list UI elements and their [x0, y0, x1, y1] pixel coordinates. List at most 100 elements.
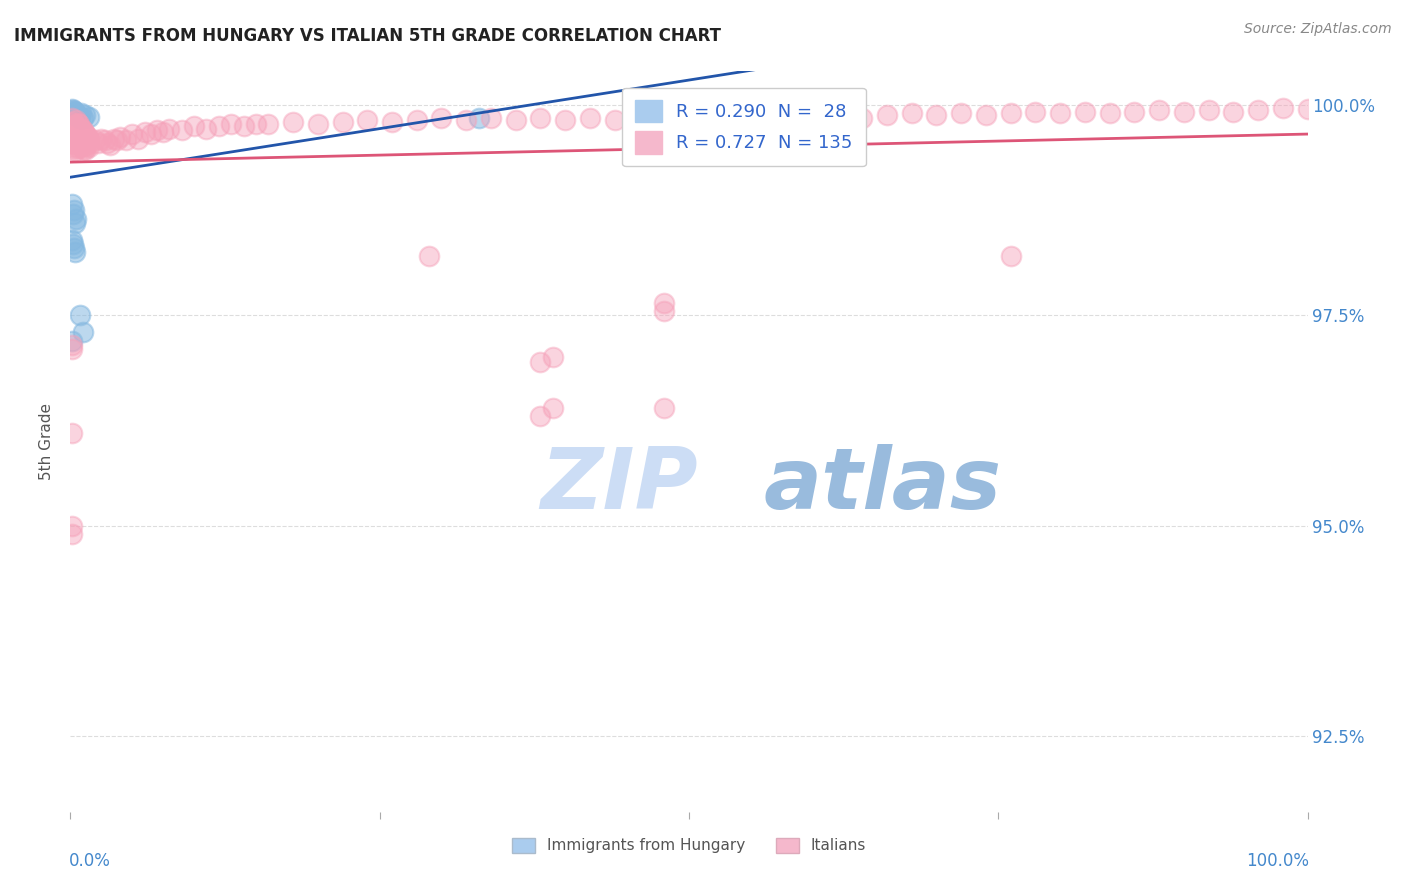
- Text: IMMIGRANTS FROM HUNGARY VS ITALIAN 5TH GRADE CORRELATION CHART: IMMIGRANTS FROM HUNGARY VS ITALIAN 5TH G…: [14, 27, 721, 45]
- Point: [801, 111, 824, 125]
- Point: [505, 113, 527, 128]
- Point: [925, 108, 948, 122]
- Point: [69, 111, 91, 125]
- Point: [146, 123, 169, 137]
- Point: [77, 140, 100, 154]
- Point: [554, 113, 576, 128]
- Point: [652, 401, 675, 415]
- Point: [73, 133, 96, 147]
- Point: [60, 136, 83, 150]
- Point: [139, 128, 162, 142]
- Point: [75, 128, 97, 143]
- Point: [66, 132, 89, 146]
- Point: [1296, 102, 1319, 116]
- Point: [467, 111, 489, 125]
- Point: [108, 130, 131, 145]
- Point: [628, 111, 651, 125]
- Point: [1247, 103, 1270, 117]
- Point: [70, 121, 93, 136]
- Point: [60, 334, 83, 348]
- Point: [75, 136, 97, 151]
- Point: [703, 113, 725, 128]
- Point: [65, 119, 87, 133]
- Point: [60, 128, 83, 142]
- Point: [157, 121, 180, 136]
- Point: [245, 116, 267, 130]
- Point: [77, 131, 100, 145]
- Point: [105, 133, 128, 147]
- Point: [541, 401, 564, 415]
- Point: [62, 236, 84, 251]
- Point: [652, 304, 675, 318]
- Point: [66, 109, 89, 123]
- Point: [96, 136, 118, 150]
- Point: [1000, 250, 1022, 264]
- Point: [73, 125, 96, 139]
- Point: [974, 108, 997, 122]
- Text: 100.0%: 100.0%: [1246, 853, 1309, 871]
- Point: [75, 135, 97, 149]
- Point: [127, 131, 149, 145]
- Point: [1024, 104, 1046, 119]
- Point: [60, 338, 83, 352]
- Point: [63, 104, 86, 119]
- Point: [678, 111, 700, 125]
- Point: [63, 241, 86, 255]
- Point: [65, 138, 87, 153]
- Legend: Immigrants from Hungary, Italians: Immigrants from Hungary, Italians: [506, 831, 872, 860]
- Point: [115, 133, 138, 147]
- Point: [183, 119, 205, 133]
- Point: [529, 409, 551, 424]
- Text: Source: ZipAtlas.com: Source: ZipAtlas.com: [1244, 22, 1392, 37]
- Point: [60, 233, 83, 247]
- Point: [62, 131, 84, 145]
- Point: [77, 110, 100, 124]
- Point: [62, 207, 84, 221]
- Point: [851, 111, 873, 125]
- Point: [70, 138, 93, 153]
- Point: [65, 216, 87, 230]
- Point: [63, 125, 86, 139]
- Point: [727, 111, 749, 125]
- Point: [90, 131, 112, 145]
- Point: [69, 120, 91, 134]
- Point: [69, 128, 91, 143]
- Point: [950, 106, 973, 120]
- Point: [67, 117, 90, 131]
- Point: [76, 138, 98, 153]
- Point: [219, 116, 242, 130]
- Point: [65, 113, 87, 128]
- Point: [65, 106, 87, 120]
- Point: [381, 115, 404, 129]
- Point: [1222, 104, 1244, 119]
- Point: [776, 111, 799, 125]
- Point: [827, 108, 849, 122]
- Point: [332, 115, 354, 129]
- Point: [84, 133, 107, 147]
- Point: [75, 127, 97, 141]
- Point: [121, 128, 143, 142]
- Point: [65, 128, 87, 142]
- Point: [456, 113, 478, 128]
- Point: [60, 102, 83, 116]
- Point: [529, 354, 551, 368]
- Point: [356, 113, 378, 128]
- Point: [66, 116, 89, 130]
- Point: [62, 140, 84, 154]
- Point: [405, 113, 427, 128]
- Text: 0.0%: 0.0%: [69, 853, 111, 871]
- Point: [60, 197, 83, 211]
- Point: [66, 124, 89, 138]
- Point: [103, 131, 125, 145]
- Point: [876, 108, 898, 122]
- Point: [65, 211, 87, 226]
- Point: [62, 123, 84, 137]
- Point: [94, 133, 117, 147]
- Point: [69, 136, 91, 151]
- Point: [1098, 106, 1121, 120]
- Point: [1123, 104, 1146, 119]
- Point: [67, 134, 90, 148]
- Point: [72, 140, 94, 154]
- Text: ZIP: ZIP: [540, 444, 699, 527]
- Point: [1198, 103, 1220, 117]
